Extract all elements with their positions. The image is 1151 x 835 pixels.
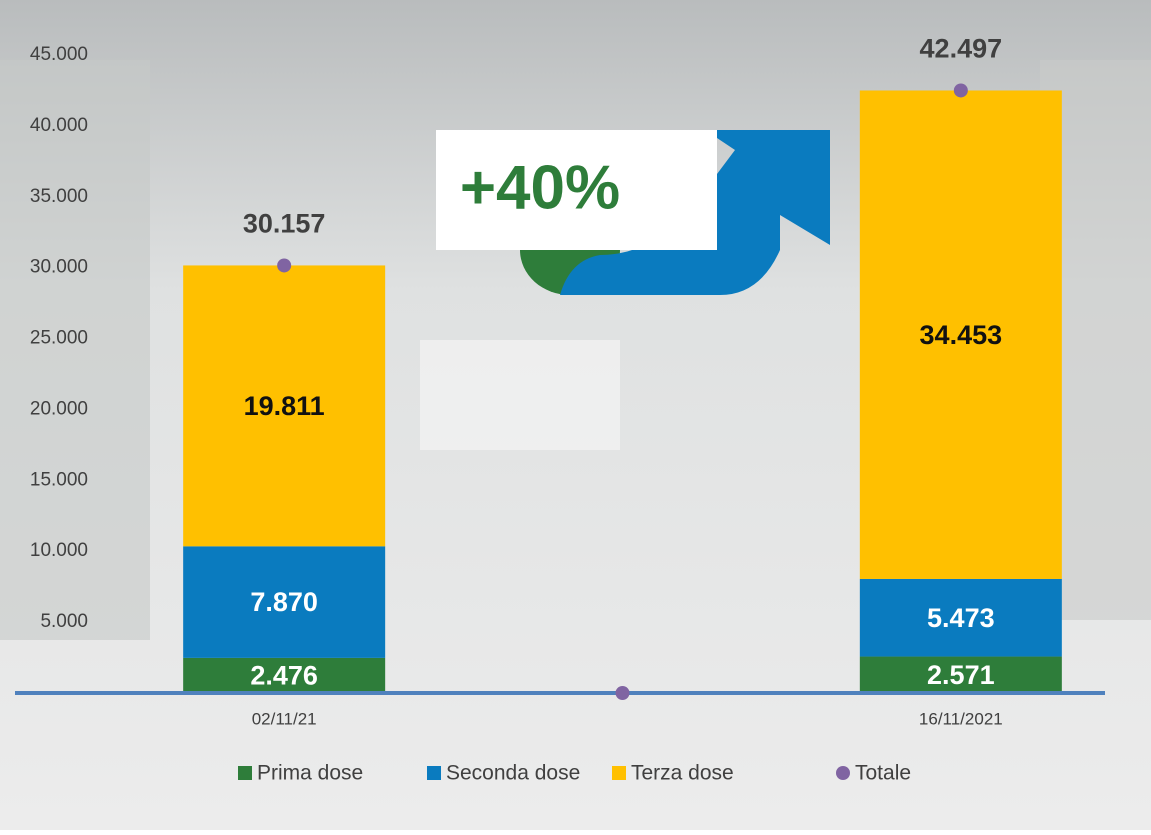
total-dot xyxy=(954,83,968,97)
background-booth xyxy=(420,340,620,450)
x-tick-label: 16/11/2021 xyxy=(919,709,1003,728)
y-tick-label: 40.000 xyxy=(30,115,88,136)
legend-label: Terza dose xyxy=(631,762,734,785)
legend-label: Seconda dose xyxy=(446,762,580,785)
legend-marker xyxy=(836,766,850,780)
legend-marker xyxy=(612,766,626,780)
legend-label: Totale xyxy=(855,762,911,785)
legend-marker xyxy=(238,766,252,780)
value-label: 34.453 xyxy=(920,320,1003,350)
y-tick-label: 10.000 xyxy=(30,540,88,561)
y-tick-label: 20.000 xyxy=(30,398,88,419)
value-label: 30.157 xyxy=(243,209,326,239)
value-label: 2.476 xyxy=(250,661,318,691)
x-tick-label: 02/11/21 xyxy=(252,709,317,728)
chart: 5.000 10.000 15.000 20.000 25.000 30.000 35.00… xyxy=(0,0,1151,830)
y-tick-label: 45.000 xyxy=(30,44,88,65)
y-tick-label: 5.000 xyxy=(40,611,88,632)
value-label: 2.571 xyxy=(927,660,995,690)
value-label: 7.870 xyxy=(250,587,318,617)
page: 5.000 10.000 15.000 20.000 25.000 30.000 35.00… xyxy=(0,0,1151,830)
value-label: 42.497 xyxy=(920,34,1003,64)
total-dot xyxy=(616,686,630,700)
value-label: 19.811 xyxy=(244,391,325,421)
y-tick-label: 15.000 xyxy=(30,469,88,490)
legend-marker xyxy=(427,766,441,780)
y-tick-label: 30.000 xyxy=(30,257,88,278)
y-tick-label: 25.000 xyxy=(30,328,88,349)
y-tick-label: 35.000 xyxy=(30,186,88,207)
legend-label: Prima dose xyxy=(257,762,363,785)
value-label: 5.473 xyxy=(927,603,995,633)
total-dot xyxy=(277,258,291,272)
annotation: +40% xyxy=(460,153,620,222)
